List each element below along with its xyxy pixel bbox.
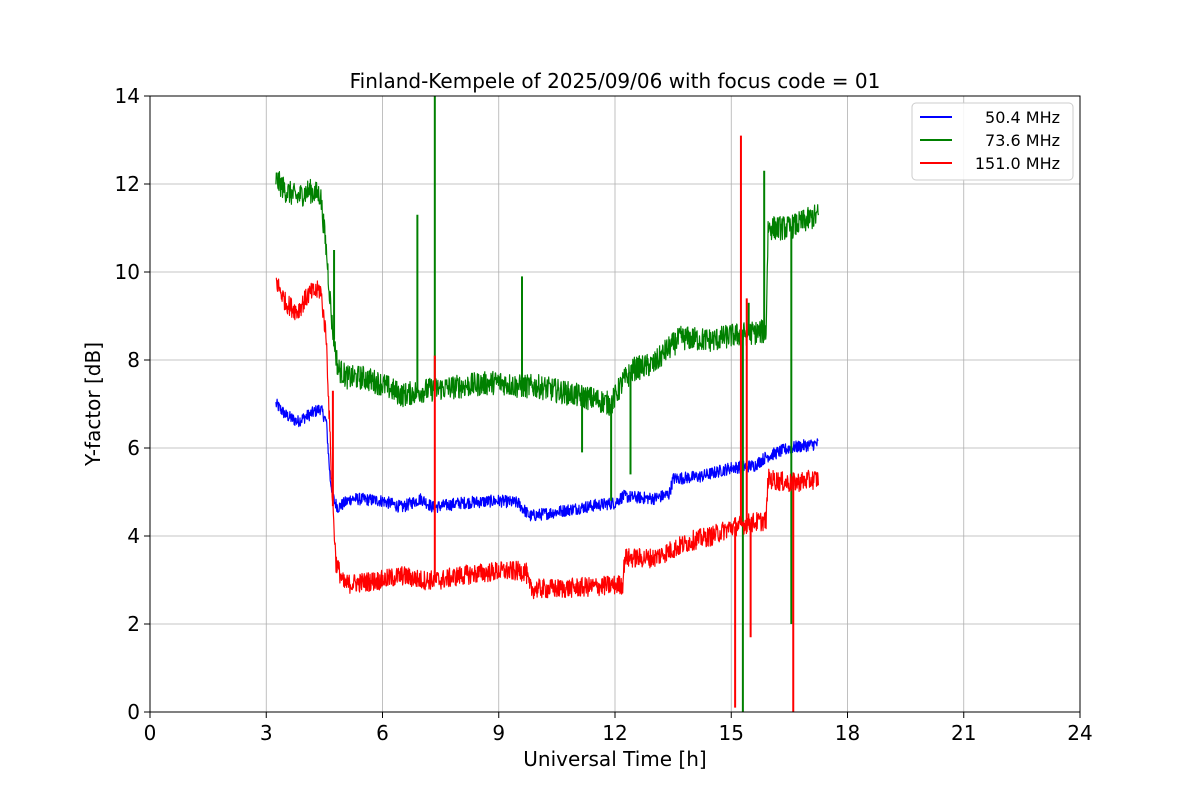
- series-line: [275, 398, 819, 522]
- x-axis-title: Universal Time [h]: [523, 747, 706, 771]
- x-tick-label: 0: [144, 721, 157, 745]
- y-tick-label: 10: [115, 260, 140, 284]
- y-tick-label: 6: [127, 436, 140, 460]
- legend-box: [911, 102, 1074, 181]
- chart-title: Finland-Kempele of 2025/09/06 with focus…: [350, 69, 881, 93]
- y-tick-label: 12: [115, 172, 140, 196]
- series-line: [275, 277, 819, 600]
- y-tick-label: 2: [127, 612, 140, 636]
- x-tick-label: 18: [835, 721, 860, 745]
- y-tick-label: 0: [127, 700, 140, 724]
- x-tick-label: 9: [492, 721, 505, 745]
- x-tick-label: 12: [602, 721, 627, 745]
- legend-label: 50.4 MHz: [985, 108, 1060, 127]
- x-tick-label: 24: [1067, 721, 1092, 745]
- legend-label: 151.0 MHz: [975, 154, 1060, 173]
- y-tick-label: 14: [115, 84, 140, 108]
- y-axis-title: Y-factor [dB]: [81, 342, 105, 467]
- series-50-4-mhz: [275, 398, 819, 522]
- series-151-0-mhz: [275, 135, 819, 712]
- x-tick-label: 15: [719, 721, 744, 745]
- x-tick-label: 6: [376, 721, 389, 745]
- series-layer: [275, 96, 819, 712]
- x-tick-label: 21: [951, 721, 976, 745]
- series-line: [275, 171, 819, 416]
- x-tick-label: 3: [260, 721, 273, 745]
- y-tick-label: 4: [127, 524, 140, 548]
- legend: 50.4 MHz 73.6 MHz 151.0 MHz: [911, 102, 1074, 181]
- y-tick-label: 8: [127, 348, 140, 372]
- legend-label: 73.6 MHz: [985, 131, 1060, 150]
